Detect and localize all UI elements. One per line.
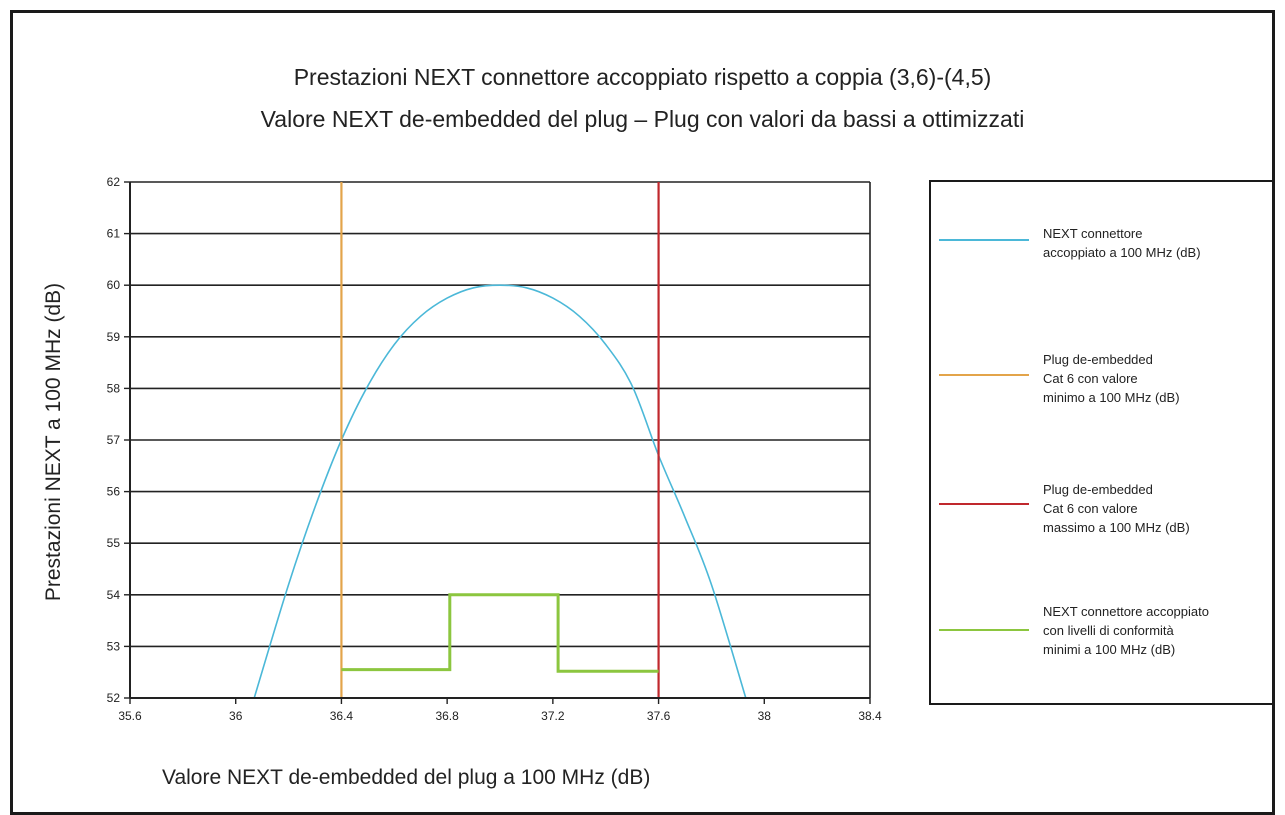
x-tick-label: 38.4 <box>858 709 882 723</box>
x-tick-label: 36 <box>229 709 243 723</box>
series-line-0 <box>253 284 747 699</box>
y-tick-label: 62 <box>107 175 121 189</box>
y-tick-label: 56 <box>107 485 121 499</box>
y-axis-label: Prestazioni NEXT a 100 MHz (dB) <box>42 282 65 602</box>
chart-subtitle: Valore NEXT de-embedded del plug – Plug … <box>260 106 1025 132</box>
x-tick-label: 36.8 <box>435 709 459 723</box>
x-tick-label: 37.2 <box>541 709 565 723</box>
y-tick-label: 52 <box>107 691 121 705</box>
y-tick-label: 54 <box>107 588 121 602</box>
legend-swatch-plug-min <box>939 374 1029 376</box>
legend: NEXT connettore accoppiato a 100 MHz (dB… <box>929 180 1274 705</box>
y-tick-label: 59 <box>107 330 121 344</box>
x-tick-label: 37.6 <box>647 709 671 723</box>
legend-label-plug-max: Plug de-embedded Cat 6 con valore massim… <box>1043 482 1190 535</box>
legend-swatch-next-curve <box>939 239 1029 241</box>
series-line-3 <box>341 593 659 673</box>
x-tick-label: 38 <box>758 709 772 723</box>
x-tick-label: 36.4 <box>330 709 354 723</box>
y-tick-label: 53 <box>107 639 121 653</box>
chart-title: Prestazioni NEXT connettore accoppiato r… <box>293 64 992 90</box>
legend-label-plug-min: Plug de-embedded Cat 6 con valore minimo… <box>1043 352 1180 405</box>
legend-label-compliance: NEXT connettore accoppiato con livelli d… <box>1043 604 1209 657</box>
y-tick-label: 55 <box>107 536 121 550</box>
legend-label-next-curve: NEXT connettore accoppiato a 100 MHz (dB… <box>1043 226 1201 260</box>
legend-swatch-compliance <box>939 629 1029 631</box>
y-tick-label: 61 <box>107 227 121 241</box>
legend-swatch-plug-max <box>939 503 1029 505</box>
x-tick-label: 35.6 <box>118 709 142 723</box>
y-tick-label: 57 <box>107 433 121 447</box>
x-axis-label: Valore NEXT de-embedded del plug a 100 M… <box>162 766 651 789</box>
y-tick-label: 60 <box>107 278 121 292</box>
y-tick-label: 58 <box>107 381 121 395</box>
